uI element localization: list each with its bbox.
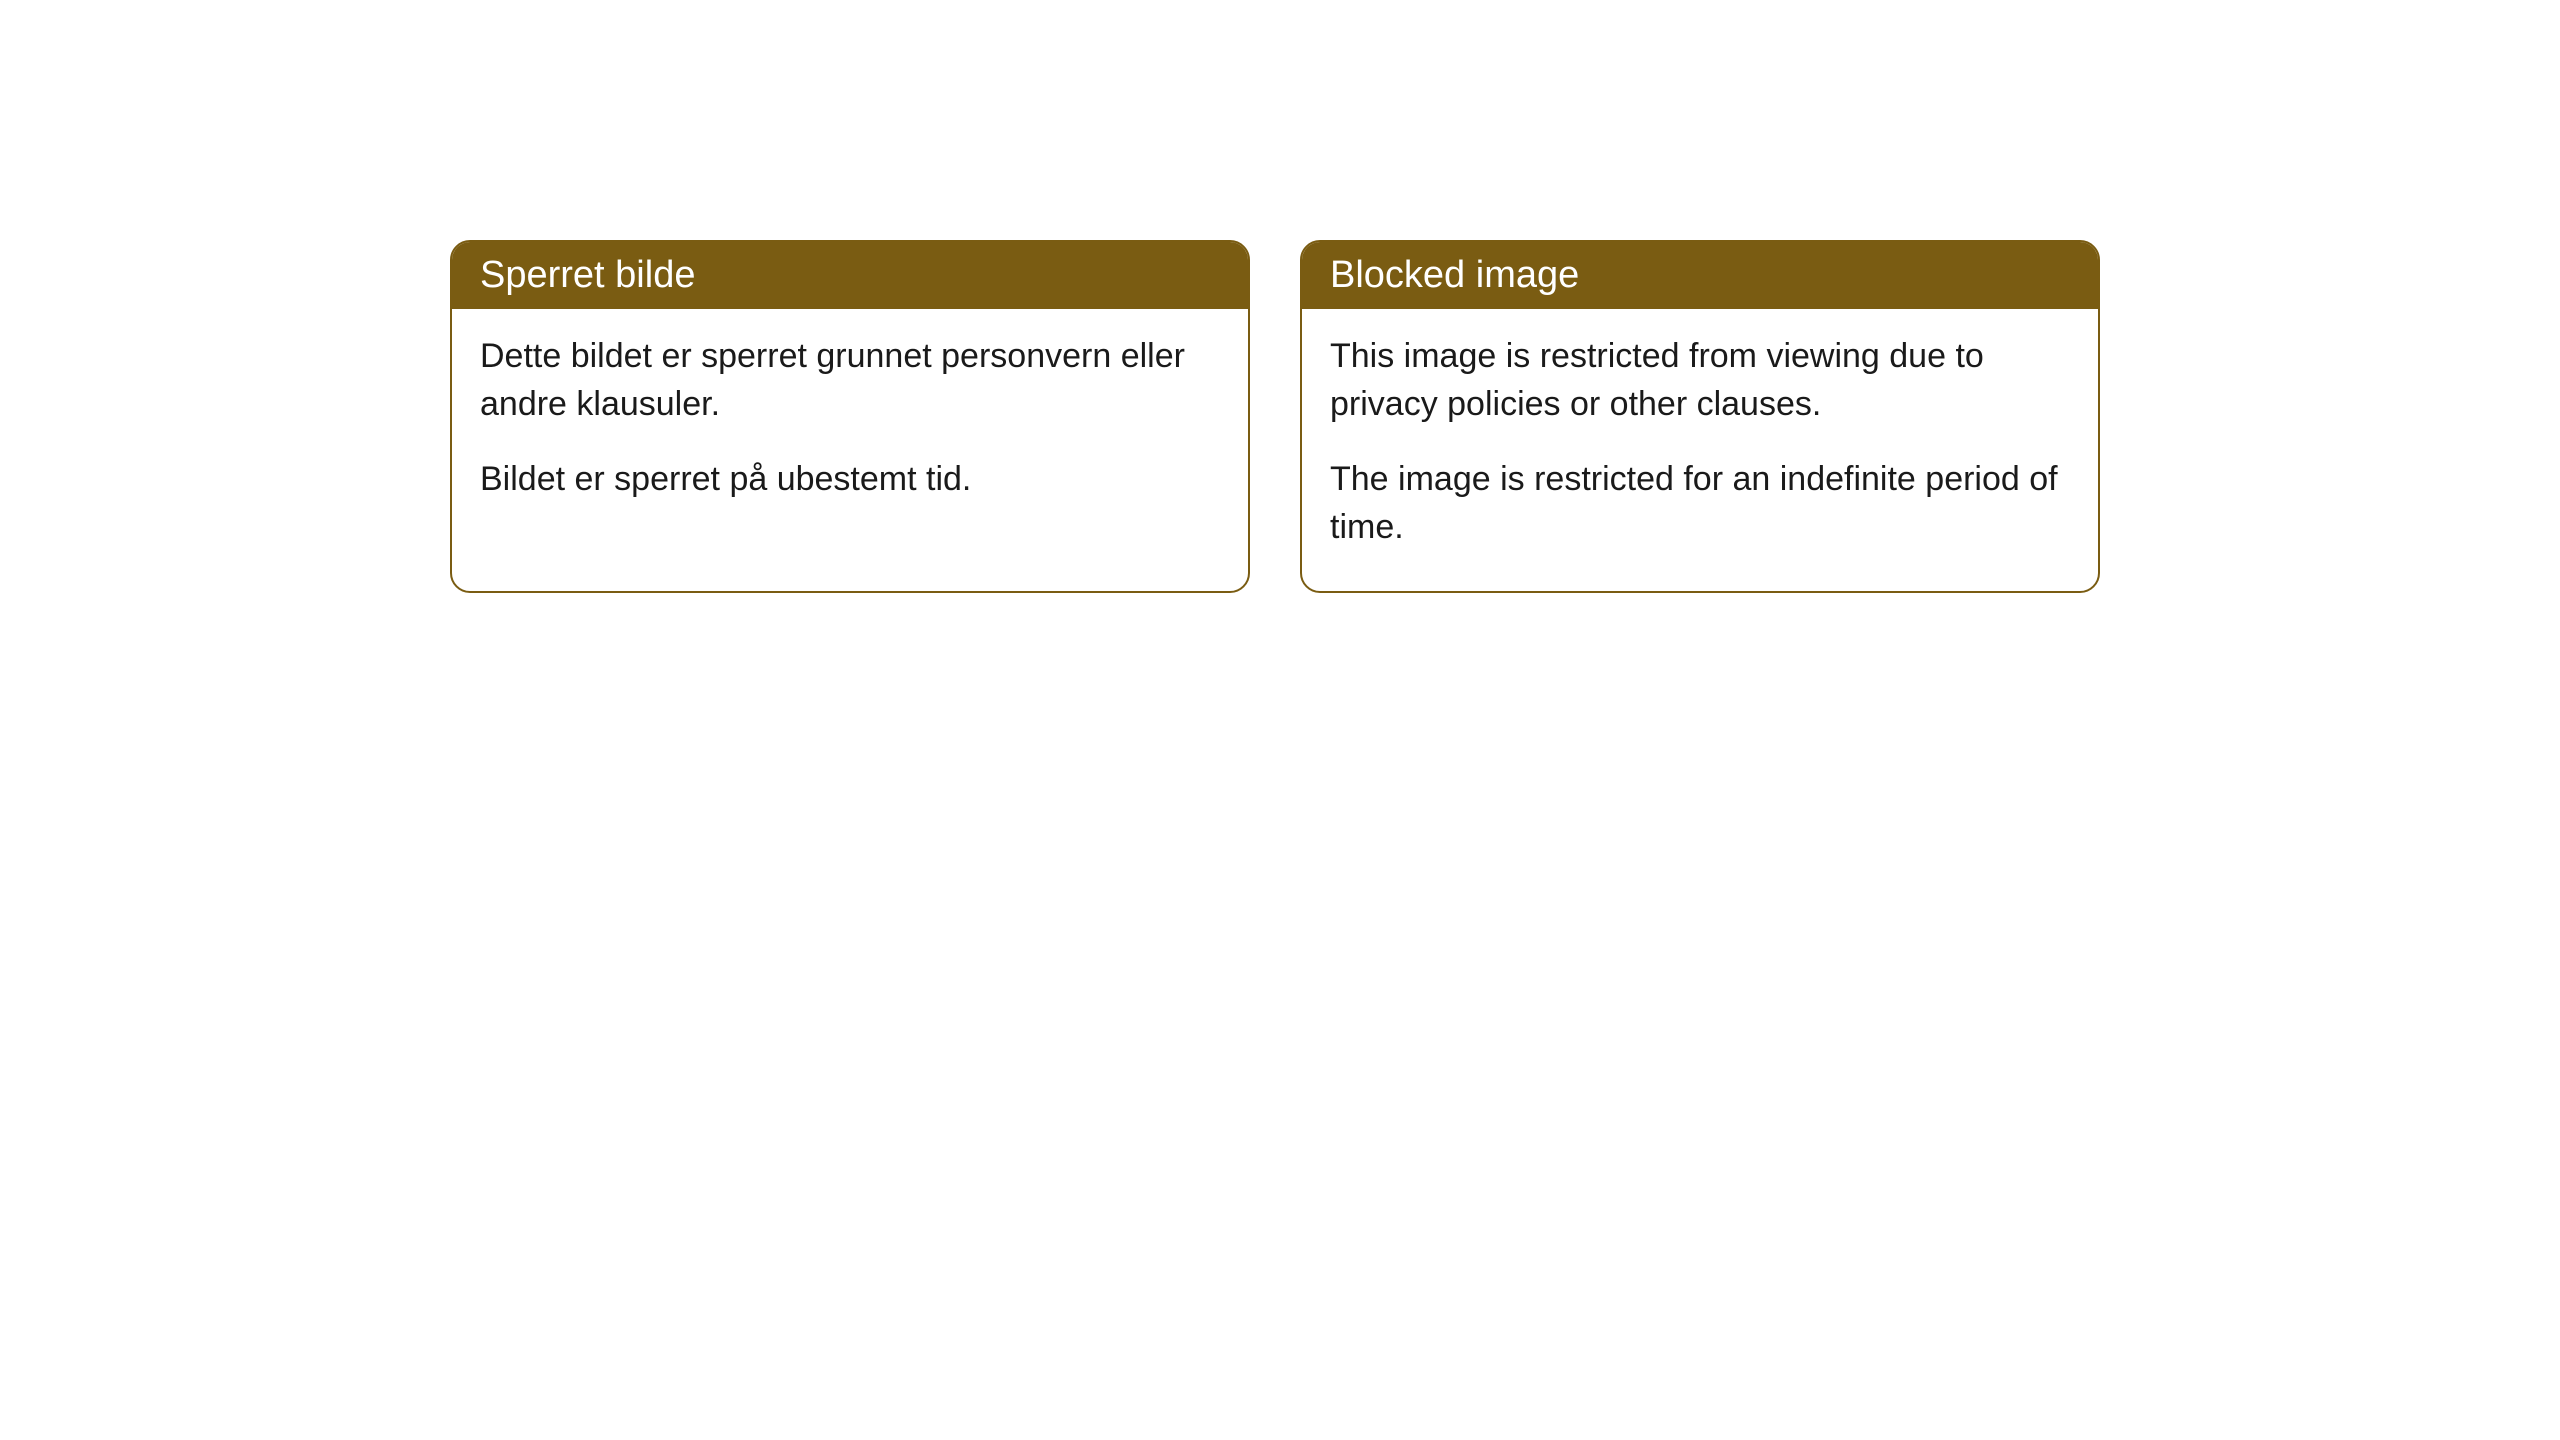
- card-paragraph-2: Bildet er sperret på ubestemt tid.: [480, 456, 1220, 504]
- card-header: Sperret bilde: [452, 242, 1248, 309]
- card-body: This image is restricted from viewing du…: [1302, 309, 2098, 591]
- card-body: Dette bildet er sperret grunnet personve…: [452, 309, 1248, 544]
- card-header: Blocked image: [1302, 242, 2098, 309]
- blocked-image-card-en: Blocked image This image is restricted f…: [1300, 240, 2100, 593]
- card-paragraph-1: Dette bildet er sperret grunnet personve…: [480, 333, 1220, 428]
- card-paragraph-1: This image is restricted from viewing du…: [1330, 333, 2070, 428]
- cards-container: Sperret bilde Dette bildet er sperret gr…: [0, 0, 2560, 593]
- blocked-image-card-no: Sperret bilde Dette bildet er sperret gr…: [450, 240, 1250, 593]
- card-paragraph-2: The image is restricted for an indefinit…: [1330, 456, 2070, 551]
